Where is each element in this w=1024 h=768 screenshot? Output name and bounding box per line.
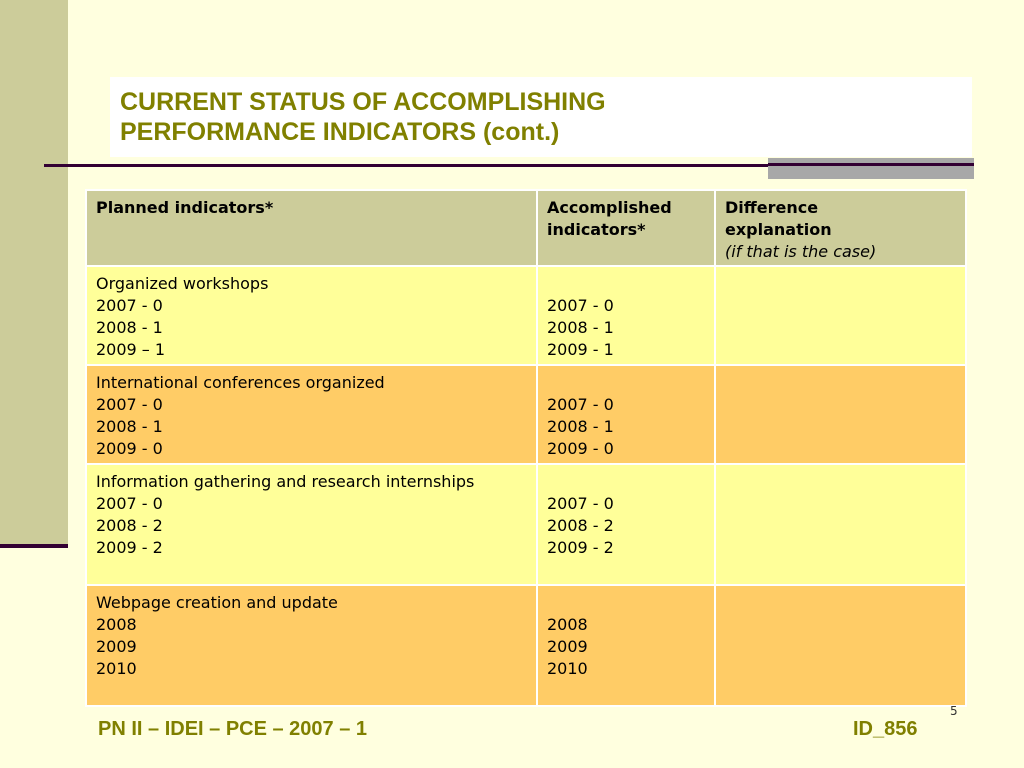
accomplished-value: 2008 - 1 <box>547 417 614 436</box>
footer-project-code: PN II – IDEI – PCE – 2007 – 1 <box>98 718 368 740</box>
header-accomplished-line-1: Accomplished <box>547 198 672 217</box>
planned-value: 2008 <box>96 615 137 634</box>
cell-planned: Webpage creation and update 2008 2009 20… <box>85 584 538 707</box>
header-difference-line-1: Difference <box>725 198 819 217</box>
planned-indicator-name: Information gathering and research inter… <box>96 472 475 491</box>
planned-value: 2009 – 1 <box>96 340 166 359</box>
cell-planned: Organized workshops 2007 - 0 2008 - 1 20… <box>85 265 538 366</box>
table-row: Webpage creation and update 2008 2009 20… <box>85 584 967 707</box>
left-decor-band <box>0 0 68 545</box>
header-difference: Difference explanation (if that is the c… <box>714 189 967 267</box>
table-header-row: Planned indicators* Accomplished indicat… <box>85 189 967 267</box>
planned-indicator-name: Webpage creation and update <box>96 593 338 612</box>
cell-accomplished: 2007 - 0 2008 - 1 2009 - 1 <box>536 265 716 366</box>
table-row: International conferences organized 2007… <box>85 364 967 465</box>
planned-value: 2007 - 0 <box>96 296 163 315</box>
accomplished-value: 2007 - 0 <box>547 494 614 513</box>
planned-value: 2008 - 2 <box>96 516 163 535</box>
accomplished-value: 2008 - 2 <box>547 516 614 535</box>
cell-difference <box>714 463 967 586</box>
cell-accomplished: 2008 2009 2010 <box>536 584 716 707</box>
planned-value: 2009 - 2 <box>96 538 163 557</box>
header-difference-note: (if that is the case) <box>725 242 877 261</box>
title-accent-block <box>768 158 974 179</box>
indicators-table: Planned indicators* Accomplished indicat… <box>85 189 967 707</box>
header-planned: Planned indicators* <box>85 189 538 267</box>
title-box: CURRENT STATUS OF ACCOMPLISHING PERFORMA… <box>110 77 972 157</box>
accomplished-value: 2009 - 1 <box>547 340 614 359</box>
planned-value: 2008 - 1 <box>96 318 163 337</box>
accomplished-value: 2009 - 2 <box>547 538 614 557</box>
cell-difference <box>714 265 967 366</box>
accomplished-value: 2009 - 0 <box>547 439 614 458</box>
planned-value: 2007 - 0 <box>96 494 163 513</box>
planned-value: 2010 <box>96 659 137 678</box>
accomplished-value: 2007 - 0 <box>547 395 614 414</box>
planned-value: 2008 - 1 <box>96 417 163 436</box>
table-row: Information gathering and research inter… <box>85 463 967 586</box>
title-divider <box>44 164 974 167</box>
accomplished-value: 2008 <box>547 615 588 634</box>
slide-title-line-2: PERFORMANCE INDICATORS (cont.) <box>120 118 560 146</box>
cell-difference <box>714 364 967 465</box>
cell-planned: Information gathering and research inter… <box>85 463 538 586</box>
planned-value: 2007 - 0 <box>96 395 163 414</box>
planned-indicator-name: International conferences organized <box>96 373 385 392</box>
left-decor-rule <box>0 544 68 548</box>
planned-indicator-name: Organized workshops <box>96 274 269 293</box>
header-planned-label: Planned indicators* <box>96 198 274 217</box>
planned-value: 2009 - 0 <box>96 439 163 458</box>
footer-project-id: ID_856 <box>853 718 918 740</box>
cell-planned: International conferences organized 2007… <box>85 364 538 465</box>
header-accomplished: Accomplished indicators* <box>536 189 716 267</box>
header-accomplished-line-2: indicators* <box>547 220 646 239</box>
slide-title-line-1: CURRENT STATUS OF ACCOMPLISHING <box>120 88 606 116</box>
slide-number: 5 <box>950 704 958 718</box>
cell-accomplished: 2007 - 0 2008 - 2 2009 - 2 <box>536 463 716 586</box>
cell-difference <box>714 584 967 707</box>
accomplished-value: 2008 - 1 <box>547 318 614 337</box>
slide-title: CURRENT STATUS OF ACCOMPLISHING PERFORMA… <box>120 87 606 147</box>
accomplished-value: 2010 <box>547 659 588 678</box>
table-row: Organized workshops 2007 - 0 2008 - 1 20… <box>85 265 967 366</box>
accomplished-value: 2007 - 0 <box>547 296 614 315</box>
planned-value: 2009 <box>96 637 137 656</box>
cell-accomplished: 2007 - 0 2008 - 1 2009 - 0 <box>536 364 716 465</box>
accomplished-value: 2009 <box>547 637 588 656</box>
header-difference-line-2: explanation <box>725 220 832 239</box>
